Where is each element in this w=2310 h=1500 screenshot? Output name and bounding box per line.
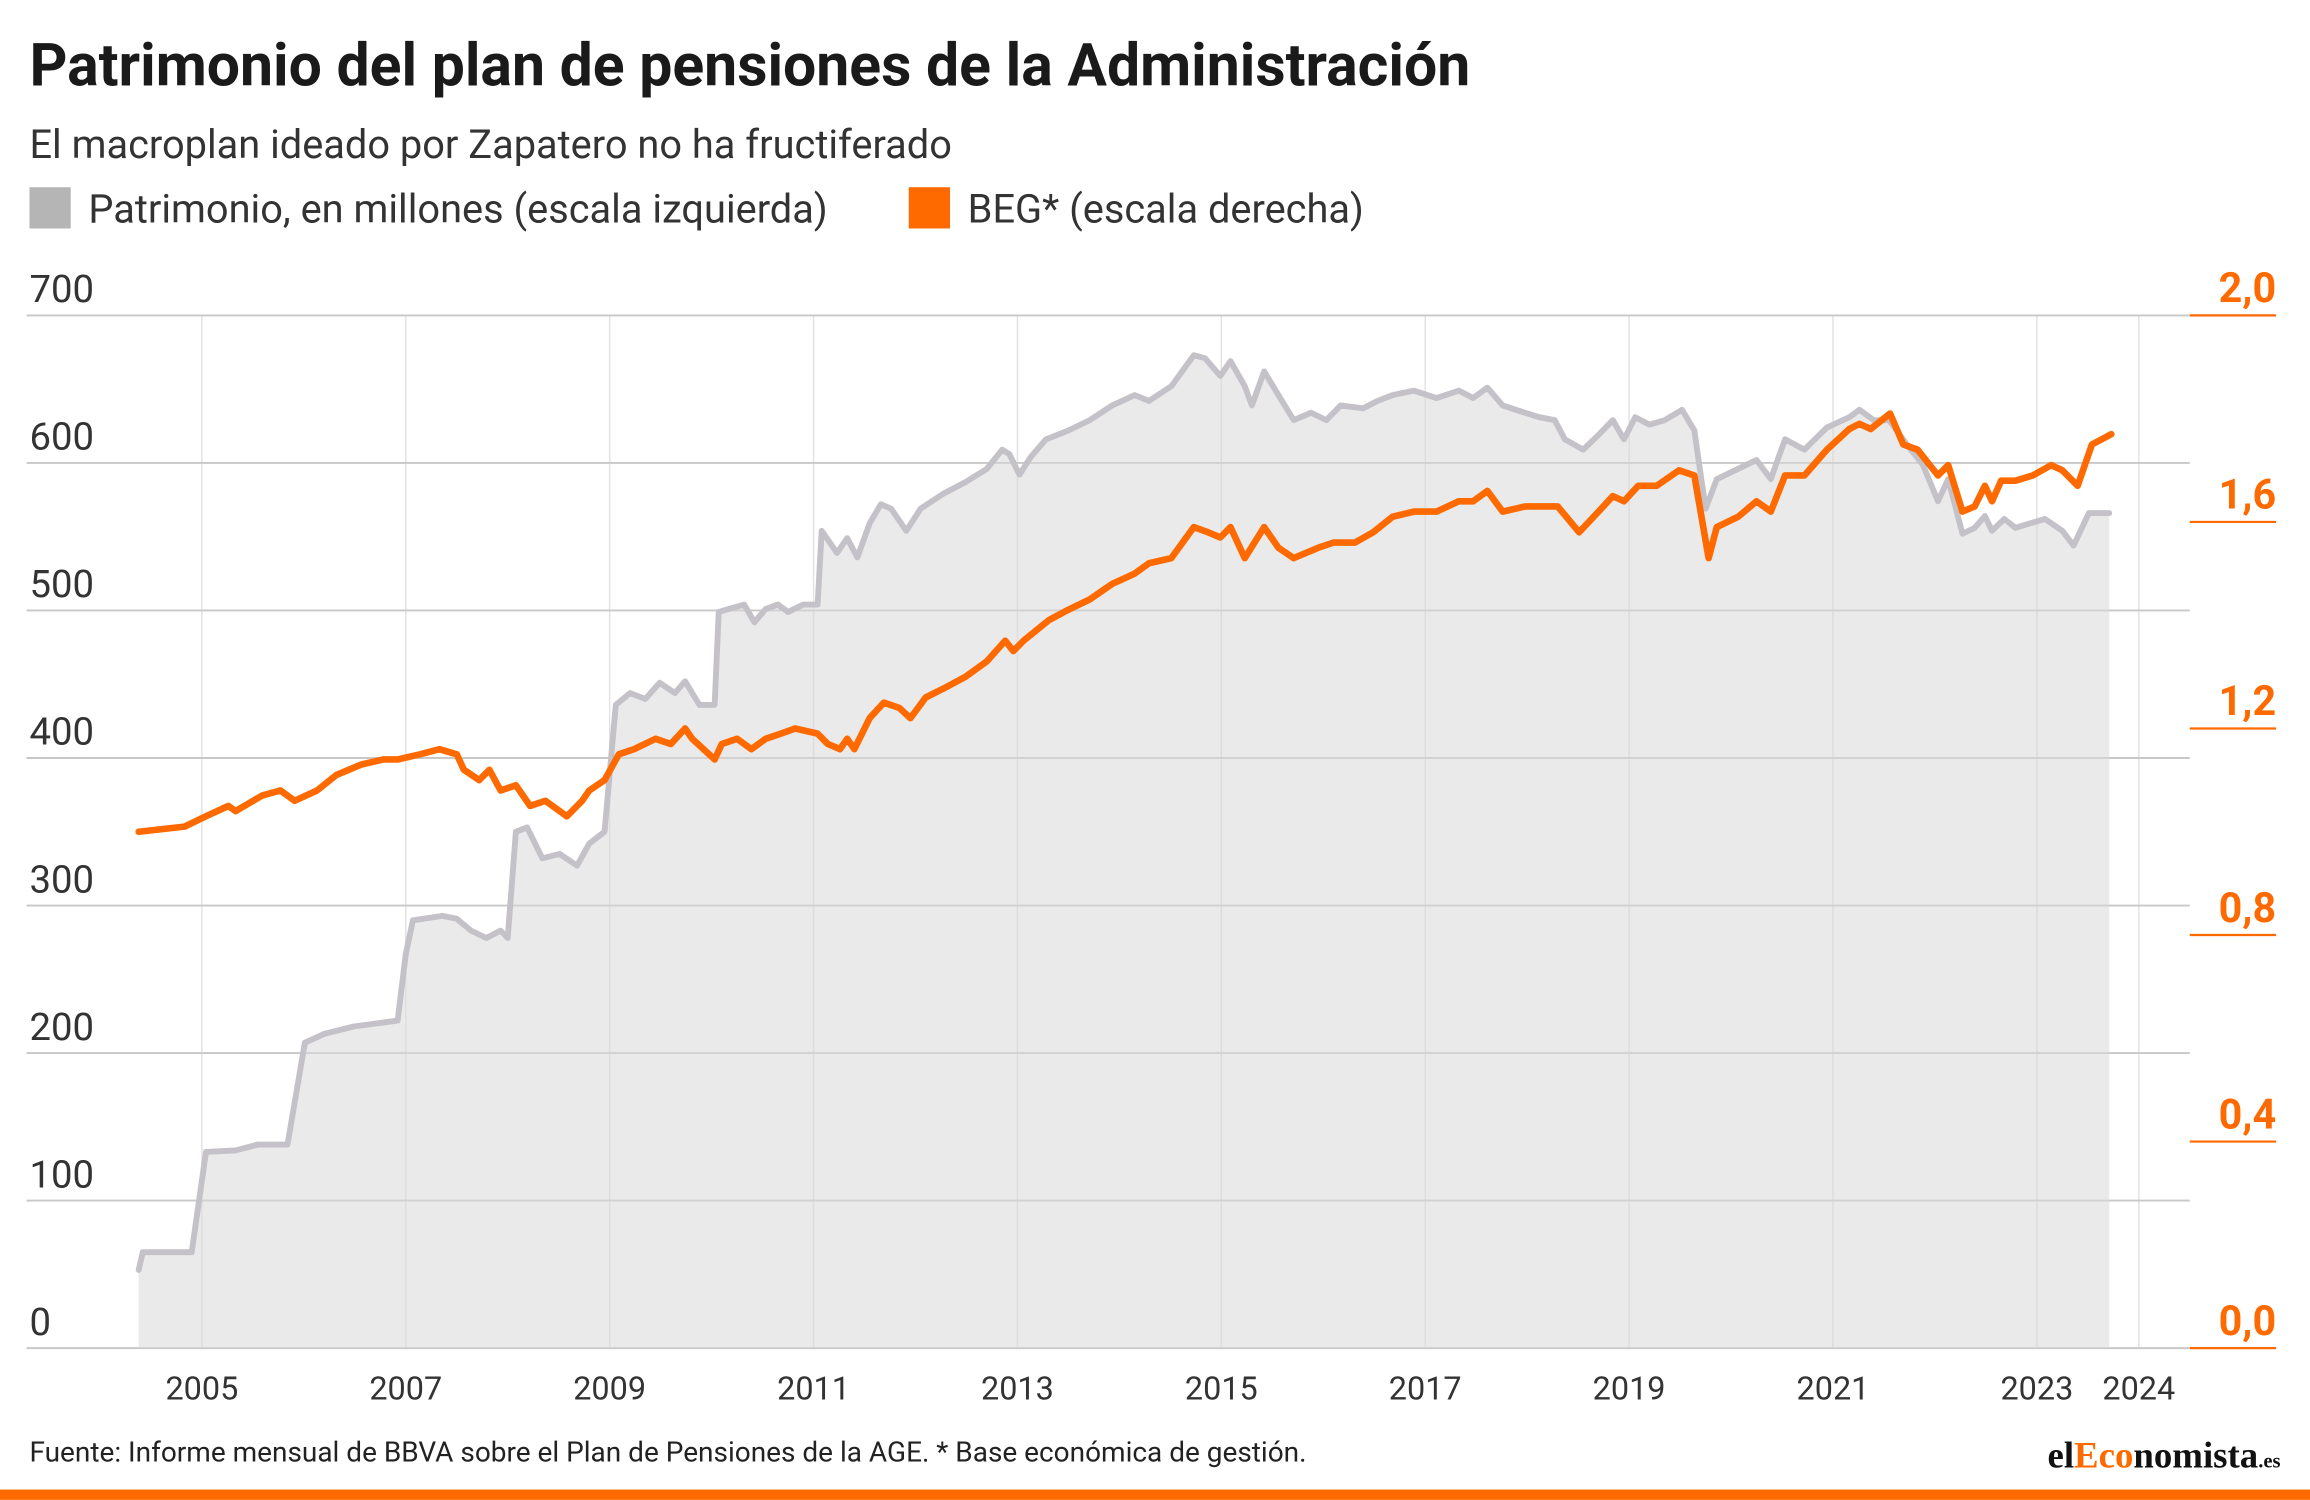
line (135, 410, 2115, 836)
logo: elEconomista.es (2047, 1434, 2280, 1475)
x-tick-label: 2005 (165, 1370, 238, 1408)
legend-swatch (29, 187, 71, 229)
chart-title: Patrimonio del plan de pensiones de la A… (29, 32, 1470, 101)
y-tick-label: 400 (29, 710, 94, 755)
x-tick-label: 2013 (981, 1370, 1054, 1408)
legend-label: Patrimonio, en millones (escala izquierd… (88, 186, 827, 233)
y2-tick-label: 1,6 (2219, 472, 2276, 520)
y2-tick-label: 0,4 (2219, 1091, 2276, 1139)
x-tick-label: 2011 (777, 1370, 850, 1408)
logo-part: Eco (2074, 1434, 2133, 1475)
x-tick-label: 2024 (2102, 1370, 2175, 1408)
y-tick-label: 0 (29, 1300, 51, 1345)
line (135, 352, 2113, 1273)
logo-part: nomista (2133, 1434, 2258, 1475)
x-tick-label: 2009 (573, 1370, 646, 1408)
source-note: Fuente: Informe mensual de BBVA sobre el… (29, 1436, 1306, 1469)
y2-tick-label: 0,0 (2219, 1298, 2276, 1346)
y-tick-label: 100 (29, 1152, 94, 1197)
y2-tick-label: 1,2 (2219, 678, 2276, 726)
x-tick-label: 2023 (2000, 1370, 2073, 1408)
x-tick-label: 2019 (1593, 1370, 1666, 1408)
x-tick-label: 2017 (1389, 1370, 1462, 1408)
footer-bar (0, 1489, 2310, 1500)
y-tick-label: 600 (29, 415, 94, 460)
x-tick-label: 2021 (1797, 1370, 1870, 1408)
x-tick-label: 2007 (369, 1370, 442, 1408)
chart-subtitle: El macroplan ideado por Zapatero no ha f… (29, 121, 951, 168)
y-tick-label: 200 (29, 1005, 94, 1050)
y2-tick-label: 2,0 (2219, 265, 2276, 313)
logo-part: el (2047, 1434, 2074, 1475)
x-tick-label: 2015 (1185, 1370, 1258, 1408)
logo-part: .es (2258, 1450, 2280, 1472)
y-tick-label: 500 (29, 562, 94, 607)
y-tick-label: 300 (29, 857, 94, 902)
legend-swatch (908, 187, 950, 229)
legend-label: BEG* (escala derecha) (968, 186, 1364, 233)
y2-tick-label: 0,8 (2219, 885, 2276, 933)
area (138, 355, 2110, 1349)
y-tick-label: 700 (29, 267, 94, 312)
